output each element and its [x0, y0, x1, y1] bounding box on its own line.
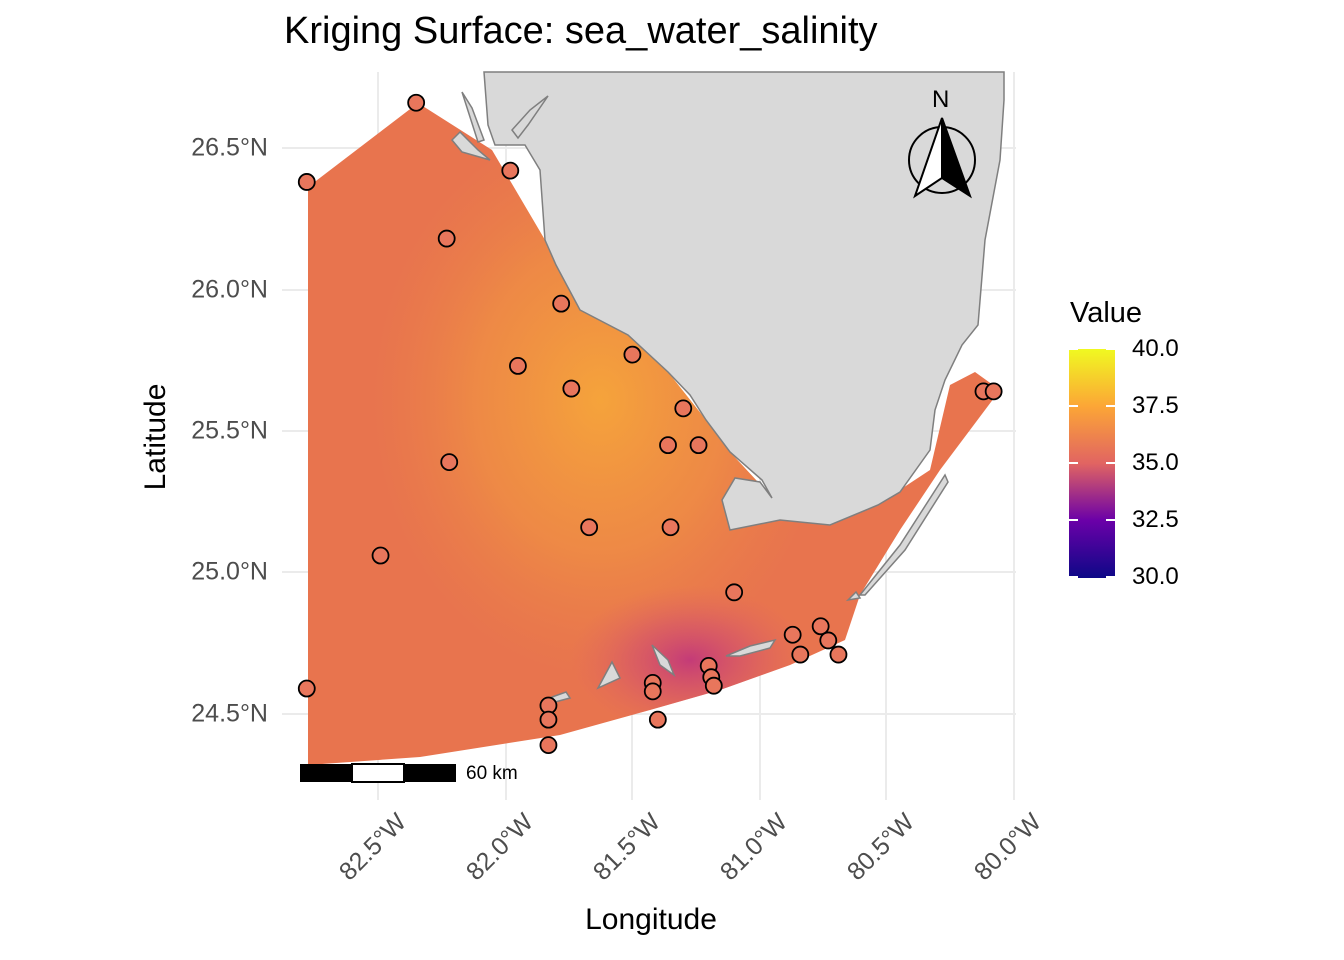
station-point [539, 736, 558, 755]
chart-title: Kriging Surface: sea_water_salinity [284, 10, 878, 52]
station-point [623, 345, 642, 364]
station-point [725, 583, 744, 602]
y-tick-label: 25.0°N [191, 557, 268, 586]
scale-bar-label: 60 km [466, 763, 518, 784]
station-point [791, 645, 810, 664]
legend-label: 40.0 [1132, 335, 1179, 362]
station-point [539, 710, 558, 729]
station-point [661, 518, 680, 537]
land-island [845, 590, 862, 602]
legend-label: 37.5 [1132, 392, 1179, 419]
station-point [371, 546, 390, 565]
station-point [811, 617, 830, 636]
station-point [704, 676, 723, 695]
y-tick-label: 26.5°N [191, 133, 268, 162]
x-axis-title: Longitude [585, 903, 717, 936]
station-point [501, 161, 520, 180]
land-island [651, 644, 676, 678]
station-point [297, 173, 316, 191]
legend-title: Value [1070, 297, 1143, 329]
station-point [829, 645, 848, 664]
station-point [643, 682, 662, 701]
station-point [407, 93, 426, 112]
station-point [440, 453, 459, 472]
station-point [297, 679, 316, 698]
station-point [984, 382, 1003, 401]
legend-label: 32.5 [1132, 506, 1179, 533]
land-island [461, 91, 485, 143]
station-point [819, 631, 838, 650]
land-island [725, 638, 777, 657]
land-keys-upper [858, 473, 949, 596]
land-florida-mainland [483, 71, 1005, 531]
y-tick-label: 25.5°N [191, 416, 268, 445]
station-point [648, 710, 667, 729]
station-point [552, 294, 571, 313]
legend-label: 30.0 [1132, 563, 1179, 590]
station-points [297, 93, 1003, 755]
land-island [511, 95, 549, 140]
y-tick-label: 24.5°N [191, 699, 268, 728]
land-island [596, 660, 622, 690]
station-point [509, 357, 527, 375]
station-point [562, 379, 581, 398]
north-arrow-icon [908, 117, 976, 199]
station-point [674, 399, 693, 418]
land-island [450, 130, 491, 161]
station-point [659, 436, 677, 455]
north-arrow-label: N [932, 86, 950, 113]
legend-label: 35.0 [1132, 449, 1179, 476]
scale-bar [300, 763, 456, 783]
station-point [437, 229, 456, 248]
legend-colorbar [1069, 348, 1115, 578]
station-point [580, 518, 599, 537]
station-point [689, 436, 708, 455]
y-tick-label: 26.0°N [191, 275, 268, 304]
station-point [783, 625, 802, 644]
y-axis-title: Latitude [139, 383, 172, 491]
